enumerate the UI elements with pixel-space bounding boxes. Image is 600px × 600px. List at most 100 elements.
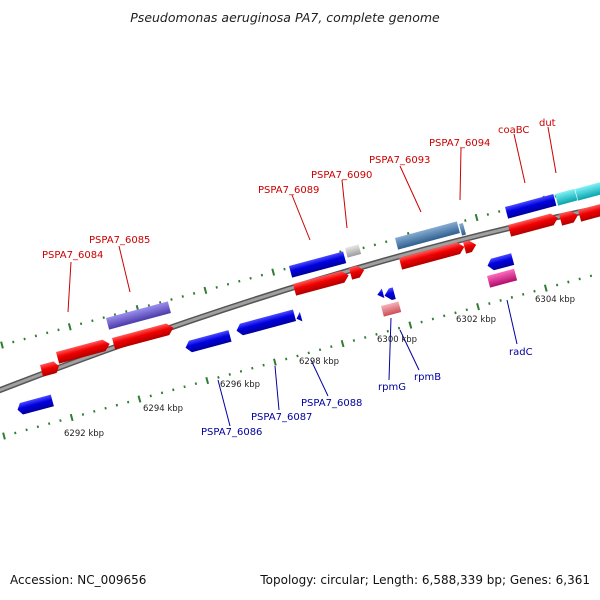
scale-lower-minor-tick — [375, 332, 378, 336]
scale-lower-major-tick — [137, 395, 142, 403]
scale-lower-minor-tick — [420, 320, 423, 324]
gene-arrow-reverse[interactable] — [184, 330, 232, 353]
scale-lower-major-tick — [408, 321, 413, 329]
scale-lower-major-tick — [69, 413, 74, 422]
gene-box-cyan[interactable] — [575, 180, 600, 201]
scale-upper-minor-tick — [170, 298, 173, 301]
scale-upper-minor-tick — [373, 243, 377, 247]
scale-lower-minor-tick — [47, 422, 51, 426]
scale-lower-major-tick — [273, 358, 277, 366]
scale-lower-minor-tick — [149, 394, 152, 398]
scale-upper-minor-tick — [486, 213, 490, 216]
scale-lower-minor-tick — [126, 400, 130, 404]
gene-arrow-rpmB[interactable] — [383, 287, 396, 301]
gene-label-6094[interactable]: PSPA7_6094 — [429, 138, 490, 149]
scale-upper-minor-tick — [23, 337, 26, 341]
scale-lower-minor-tick — [488, 302, 491, 305]
gene-label-6093[interactable]: PSPA7_6093 — [369, 155, 430, 166]
kbp-label-6302: 6302 kbp — [456, 315, 496, 325]
leader-line-6084 — [67, 261, 72, 313]
gene-arrow-forward[interactable] — [463, 239, 478, 254]
gene-arrow-reverse[interactable] — [16, 394, 54, 416]
gene-label-rpmB[interactable]: rpmB — [414, 372, 441, 383]
scale-lower-minor-tick — [352, 339, 356, 342]
gene-box-steel[interactable] — [395, 221, 460, 250]
scale-lower-minor-tick — [296, 354, 299, 358]
scale-lower-minor-tick — [589, 274, 593, 278]
scale-lower-minor-tick — [217, 376, 220, 379]
gene-arrow-forward[interactable] — [559, 209, 579, 226]
scale-lower-major-tick — [476, 303, 480, 311]
gene-arrow-forward[interactable] — [399, 241, 466, 270]
leader-line-6093 — [399, 165, 422, 213]
gene-box-radC[interactable] — [487, 268, 518, 288]
scale-lower-minor-tick — [499, 299, 502, 302]
scale-lower-minor-tick — [522, 292, 525, 296]
scale-upper-minor-tick — [34, 334, 38, 338]
gene-label-dut[interactable]: dut — [539, 118, 556, 129]
gene-arrow-forward[interactable] — [112, 322, 175, 350]
scale-lower-major-tick — [2, 432, 6, 440]
scale-lower-major-tick — [543, 284, 548, 292]
gene-box-cyan[interactable] — [555, 188, 578, 206]
scale-upper-minor-tick — [260, 273, 264, 277]
gene-label-6090[interactable]: PSPA7_6090 — [311, 170, 372, 181]
gene-arrow-reverse[interactable] — [295, 311, 303, 323]
topology-text: Topology: circular; Length: 6,588,339 bp… — [260, 573, 590, 587]
scale-upper-minor-tick — [362, 246, 365, 250]
gene-arrow-forward[interactable] — [293, 270, 350, 296]
leader-line-6089 — [291, 194, 311, 241]
scale-lower-minor-tick — [228, 372, 231, 376]
gene-box-gray[interactable] — [345, 244, 362, 258]
gene-label-6087[interactable]: PSPA7_6087 — [251, 412, 312, 423]
gene-arrow-reverse[interactable] — [486, 253, 515, 271]
scale-lower-minor-tick — [93, 409, 96, 413]
scale-upper-minor-tick — [498, 210, 501, 213]
leader-line-rpmB — [399, 329, 420, 371]
scale-upper-minor-tick — [125, 310, 128, 314]
scale-lower-minor-tick — [443, 314, 446, 318]
scale-lower-minor-tick — [510, 295, 514, 299]
scale-upper-minor-tick — [283, 267, 286, 271]
leader-line-6086 — [217, 379, 231, 427]
gene-arrow-forward[interactable] — [56, 338, 111, 364]
leader-line-6085 — [118, 245, 131, 293]
gene-box-reverse[interactable] — [289, 251, 347, 278]
kbp-label-6296: 6296 kbp — [220, 380, 260, 390]
scale-lower-minor-tick — [14, 431, 17, 435]
gene-box-forward[interactable] — [578, 202, 600, 222]
gene-arrow-forward[interactable] — [40, 360, 60, 377]
gene-arrow-forward[interactable] — [508, 212, 559, 237]
gene-label-coaBC[interactable]: coaBC — [498, 125, 529, 136]
scale-lower-minor-tick — [59, 419, 62, 423]
scale-lower-minor-tick — [251, 366, 254, 370]
scale-lower-minor-tick — [36, 425, 40, 429]
scale-upper-minor-tick — [12, 340, 15, 344]
gene-label-6089[interactable]: PSPA7_6089 — [258, 185, 319, 196]
gene-arrow-forward[interactable] — [349, 264, 366, 280]
gene-label-rpmG[interactable]: rpmG — [378, 382, 406, 393]
leader-line-6094 — [459, 147, 462, 201]
gene-label-6086[interactable]: PSPA7_6086 — [201, 427, 262, 438]
scale-upper-major-tick — [203, 286, 208, 294]
gene-label-6085[interactable]: PSPA7_6085 — [89, 235, 150, 246]
scale-lower-minor-tick — [533, 289, 536, 293]
gene-label-6084[interactable]: PSPA7_6084 — [42, 250, 103, 261]
leader-line-6087 — [274, 365, 280, 411]
scale-upper-minor-tick — [57, 328, 60, 332]
scale-upper-minor-tick — [46, 331, 49, 335]
leader-line-dut — [547, 126, 557, 174]
scale-upper-minor-tick — [464, 219, 467, 222]
kbp-label-6300: 6300 kbp — [377, 335, 417, 345]
gene-box-rna[interactable] — [381, 301, 402, 317]
gene-arrow-reverse[interactable] — [235, 309, 297, 336]
gene-labels-top: PSPA7_6084 PSPA7_6085 PSPA7_6089 PSPA7_6… — [42, 118, 556, 261]
gene-label-radC[interactable]: radC — [509, 347, 533, 358]
gene-label-6088[interactable]: PSPA7_6088 — [301, 398, 362, 409]
gene-box-steel-end[interactable] — [459, 222, 466, 236]
gene-box-protein-family[interactable] — [106, 301, 171, 330]
gene-arrow-rpmG[interactable] — [376, 288, 385, 299]
gene-box-reverse[interactable] — [505, 194, 557, 219]
scale-lower-minor-tick — [431, 317, 435, 321]
scale-lower-major-tick — [340, 339, 345, 348]
